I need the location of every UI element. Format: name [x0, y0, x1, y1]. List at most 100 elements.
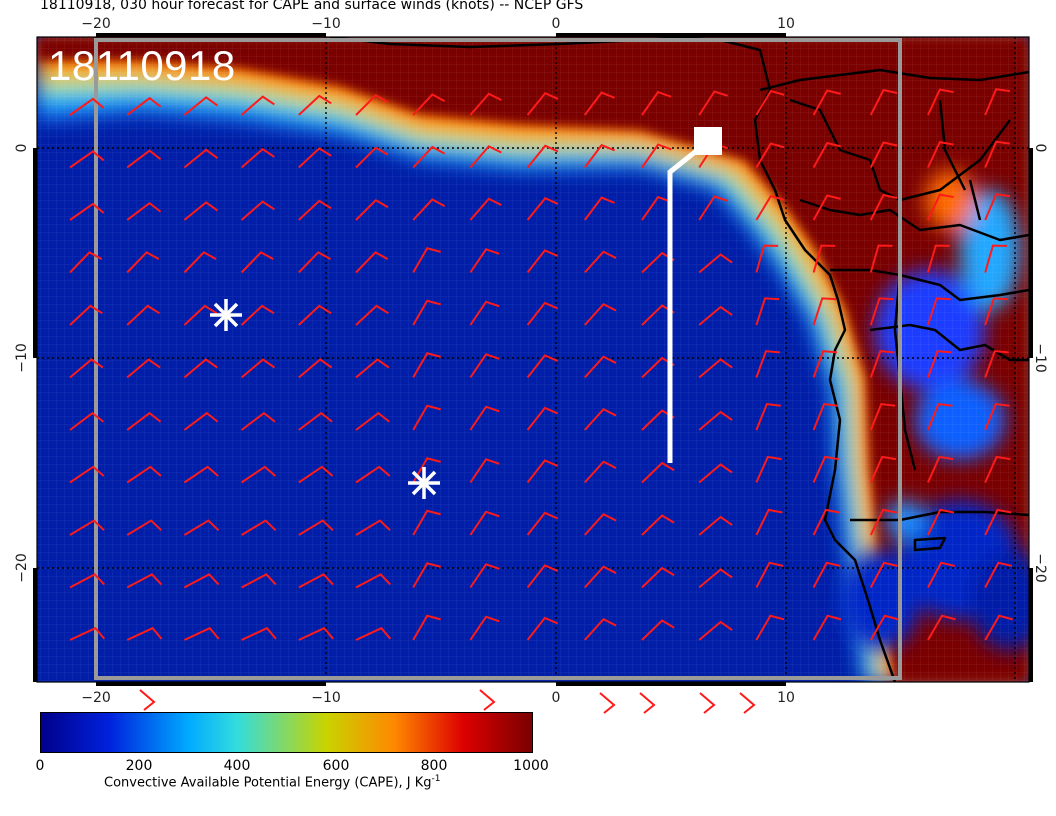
lat-tick-right: 0 [1032, 144, 1048, 153]
wind-barb [240, 251, 274, 274]
lon-tick-bottom: −10 [311, 690, 341, 706]
wind-barb [183, 251, 217, 274]
wind-barb [298, 626, 334, 641]
map-frame [36, 36, 1030, 683]
wind-barb [641, 619, 675, 641]
wind-barb [355, 411, 391, 431]
lon-tick-top: 0 [552, 16, 561, 32]
colorbar-tick: 200 [125, 758, 153, 774]
wind-barb [698, 620, 733, 641]
wind-barb [584, 565, 617, 589]
colorbar-tick: 1000 [513, 758, 549, 774]
frame-bars [33, 33, 1033, 686]
wind-barb [298, 304, 332, 326]
wind-barb [183, 304, 218, 326]
wind-barb [69, 150, 105, 169]
lat-tick-left: −20 [14, 553, 30, 583]
wind-barb [698, 195, 729, 221]
wind-barb [812, 350, 838, 378]
wind-barb [812, 89, 842, 116]
wind-barb [812, 561, 841, 588]
wind-barb [355, 146, 389, 169]
wind-barb [69, 573, 106, 589]
forecast-track [667, 127, 722, 463]
wind-barb [412, 614, 441, 641]
colorbar-tick: 600 [322, 758, 350, 774]
wind-barb [869, 297, 894, 326]
asterisk-markers [210, 299, 440, 499]
wind-barb [641, 90, 672, 116]
wind-barb [755, 508, 783, 536]
wind-barb [479, 689, 496, 711]
wind-barb [183, 411, 219, 431]
wind-barb [298, 251, 331, 274]
wind-barb [355, 573, 392, 589]
wind-barb [584, 196, 616, 221]
wind-barb [412, 93, 446, 116]
wind-barb [984, 614, 1013, 641]
wind-barb [869, 141, 898, 168]
wind-barb [126, 519, 162, 536]
wind-barb [412, 198, 446, 221]
wind-barb [984, 508, 1012, 536]
wind-barb [355, 519, 391, 536]
wind-barb [812, 141, 842, 168]
wind-barb [298, 358, 333, 379]
wind-barb [469, 563, 500, 589]
wind-barb [469, 510, 500, 536]
wind-barb [584, 407, 617, 431]
wind-barb [126, 573, 163, 589]
wind-barb [869, 455, 897, 483]
wind-barb [927, 455, 954, 483]
wind-barb [984, 140, 1011, 168]
wind-barb [355, 626, 392, 641]
wind-barb [526, 144, 559, 169]
wind-barb [812, 402, 839, 431]
wind-barb [869, 561, 898, 588]
wind-barb [183, 626, 220, 641]
wind-barb [126, 304, 161, 326]
wind-barb [126, 358, 161, 379]
wind-barb [984, 88, 1011, 116]
wind-barb [927, 614, 956, 641]
wind-barb [984, 193, 1011, 221]
wind-barb [298, 573, 334, 589]
wind-barb [298, 199, 332, 221]
wind-barb [812, 194, 842, 221]
lon-tick-bottom: −20 [81, 690, 111, 706]
lon-tick-bottom: 0 [552, 690, 561, 706]
wind-barb [927, 141, 954, 168]
wind-barbs [69, 88, 1013, 714]
wind-barb [927, 350, 952, 378]
wind-barb [812, 455, 839, 483]
wind-barb [526, 511, 559, 536]
wind-barb [869, 193, 898, 221]
colorbar-fill [41, 713, 532, 752]
wind-barb [469, 615, 500, 641]
colorbar-label-main: Convective Available Potential Energy (C… [104, 775, 432, 791]
wind-barb [241, 573, 277, 589]
wind-barb [812, 297, 837, 326]
wind-barb [526, 249, 559, 274]
wind-barb [641, 461, 675, 484]
wind-barb [584, 91, 616, 116]
wind-barb [755, 455, 782, 483]
graticule [37, 37, 1029, 682]
wind-barb [412, 509, 441, 536]
wind-barb [412, 562, 441, 588]
wind-barb [641, 143, 672, 169]
wind-barb [469, 300, 500, 326]
wind-barb [927, 508, 955, 536]
wind-barb [869, 88, 898, 116]
wind-barb [240, 358, 276, 379]
wind-barb [927, 561, 956, 588]
wind-barb [183, 148, 219, 169]
colorbar-label: Convective Available Potential Energy (C… [104, 774, 441, 790]
wind-barb [69, 465, 105, 484]
lon-tick-top: −20 [81, 16, 111, 32]
wind-barb [240, 200, 275, 221]
wind-barb [584, 302, 617, 326]
lat-tick-left: −10 [14, 343, 30, 373]
wind-barb [869, 350, 895, 378]
wind-barb [69, 358, 104, 379]
